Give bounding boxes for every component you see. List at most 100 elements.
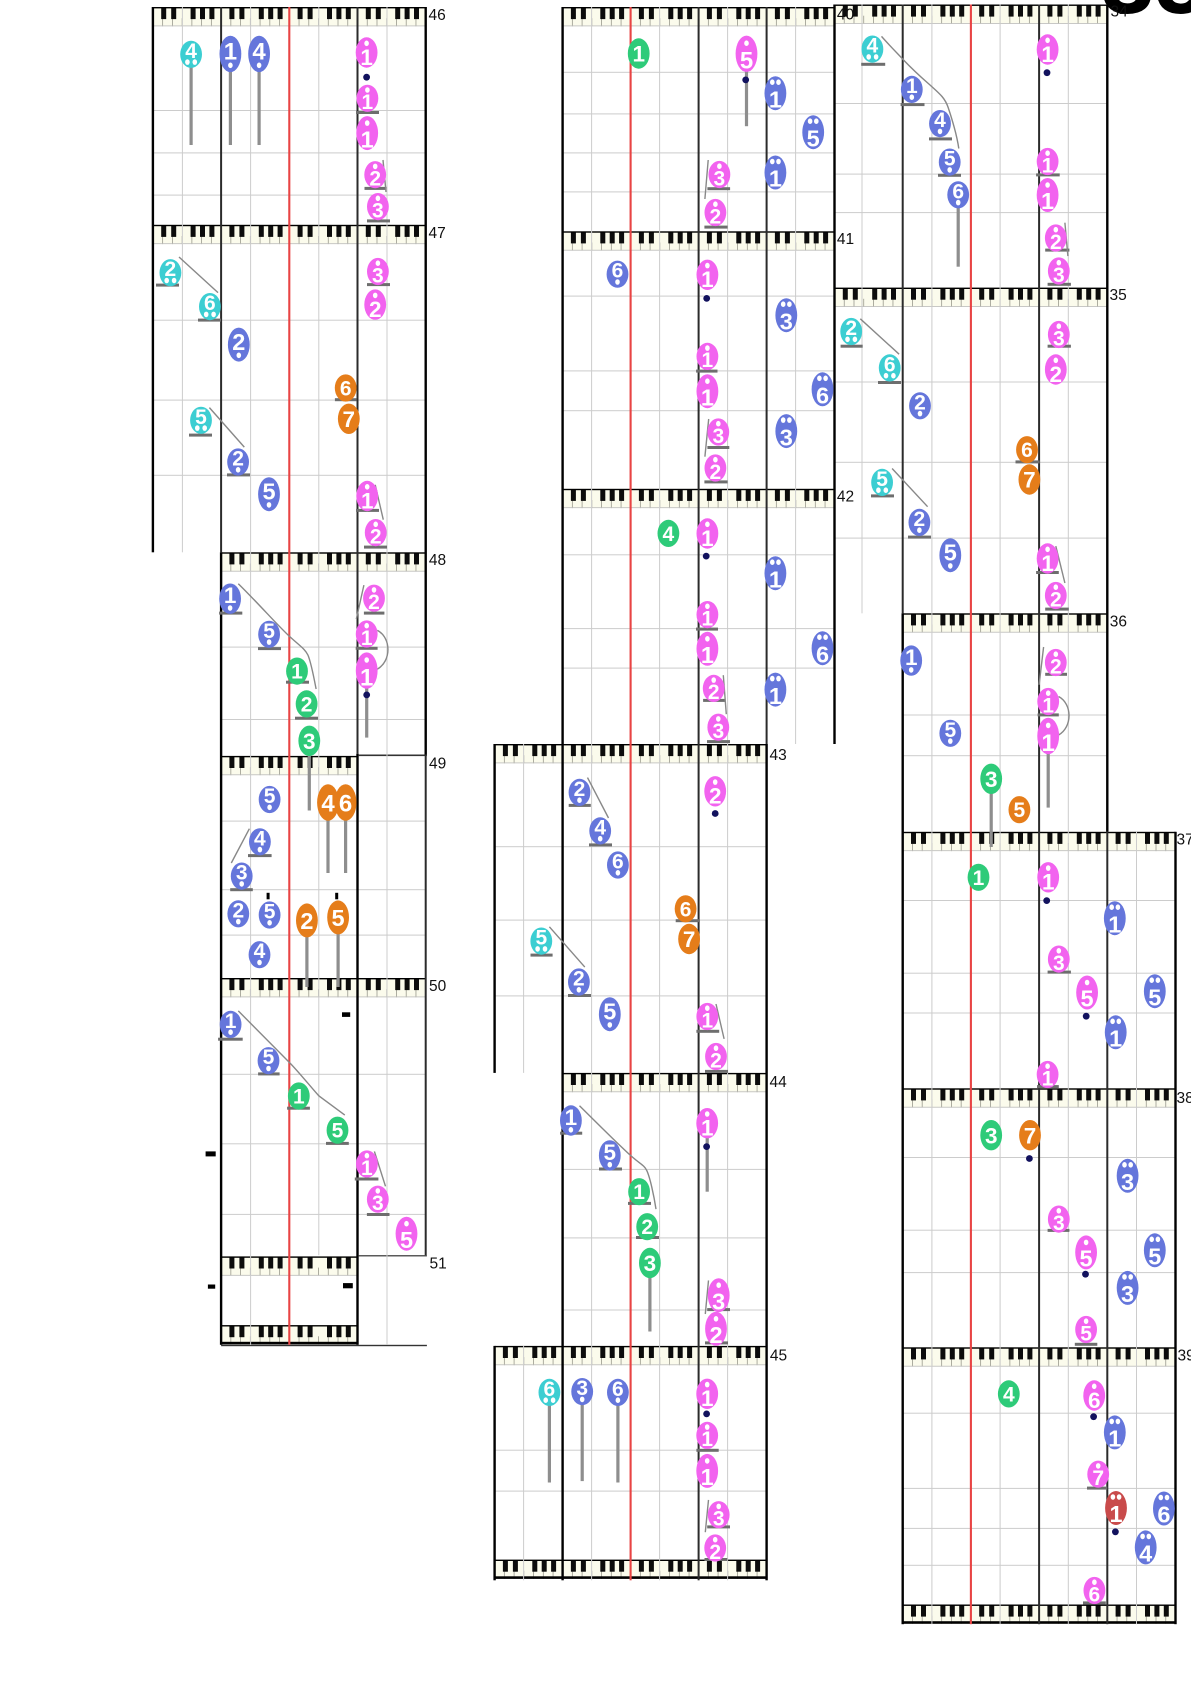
svg-text:3: 3 bbox=[372, 264, 384, 287]
svg-text:2: 2 bbox=[369, 168, 381, 191]
svg-text:45: 45 bbox=[770, 1348, 787, 1365]
svg-text:4: 4 bbox=[252, 39, 266, 66]
svg-text:2: 2 bbox=[1050, 362, 1063, 387]
svg-text:43: 43 bbox=[770, 747, 787, 764]
svg-text:3: 3 bbox=[372, 199, 384, 222]
svg-text:1: 1 bbox=[702, 349, 714, 372]
svg-text:1: 1 bbox=[293, 1086, 305, 1109]
svg-text:6: 6 bbox=[884, 353, 896, 376]
svg-text:1: 1 bbox=[769, 566, 782, 592]
svg-text:6: 6 bbox=[816, 641, 829, 667]
svg-text:2: 2 bbox=[845, 317, 857, 340]
svg-text:6: 6 bbox=[612, 1378, 624, 1401]
svg-text:5: 5 bbox=[1148, 984, 1161, 1010]
svg-text:5: 5 bbox=[876, 468, 888, 491]
svg-text:1: 1 bbox=[701, 384, 714, 410]
svg-text:5: 5 bbox=[195, 406, 207, 429]
svg-text:1: 1 bbox=[701, 1464, 714, 1490]
svg-text:3: 3 bbox=[780, 424, 793, 450]
svg-text:7: 7 bbox=[1092, 1467, 1104, 1490]
svg-text:5: 5 bbox=[263, 620, 275, 643]
svg-text:3: 3 bbox=[1053, 1212, 1065, 1235]
svg-text:1: 1 bbox=[702, 607, 714, 630]
svg-text:4: 4 bbox=[185, 40, 197, 63]
svg-text:3: 3 bbox=[1053, 952, 1065, 975]
svg-text:3: 3 bbox=[985, 767, 998, 792]
svg-text:1: 1 bbox=[1042, 730, 1055, 757]
svg-text:2: 2 bbox=[574, 778, 586, 801]
svg-text:1: 1 bbox=[769, 166, 782, 192]
svg-text:5: 5 bbox=[944, 719, 956, 742]
svg-text:1: 1 bbox=[361, 1157, 373, 1180]
svg-text:1: 1 bbox=[224, 39, 237, 66]
svg-text:48: 48 bbox=[429, 552, 446, 569]
svg-text:6: 6 bbox=[1088, 1388, 1101, 1413]
svg-text:2: 2 bbox=[232, 448, 244, 471]
svg-text:38: 38 bbox=[1177, 1090, 1191, 1107]
svg-text:4: 4 bbox=[594, 816, 606, 839]
svg-text:1: 1 bbox=[701, 267, 714, 292]
svg-text:5: 5 bbox=[604, 1140, 617, 1165]
svg-text:6: 6 bbox=[204, 292, 216, 315]
svg-text:2: 2 bbox=[165, 258, 177, 281]
svg-text:4: 4 bbox=[254, 827, 266, 850]
svg-text:2: 2 bbox=[232, 329, 245, 355]
svg-text:2: 2 bbox=[368, 591, 380, 614]
svg-text:3: 3 bbox=[236, 862, 248, 885]
svg-text:35: 35 bbox=[1101, 0, 1191, 34]
svg-text:1: 1 bbox=[701, 526, 714, 551]
svg-text:37: 37 bbox=[1177, 832, 1191, 849]
svg-text:1: 1 bbox=[224, 583, 237, 608]
svg-text:41: 41 bbox=[837, 231, 854, 248]
svg-text:5: 5 bbox=[332, 905, 345, 931]
svg-text:39: 39 bbox=[1178, 1348, 1191, 1365]
svg-text:5: 5 bbox=[603, 999, 616, 1025]
svg-text:6: 6 bbox=[952, 180, 964, 203]
svg-text:2: 2 bbox=[914, 508, 926, 531]
svg-text:5: 5 bbox=[740, 48, 753, 75]
svg-text:4: 4 bbox=[254, 940, 266, 963]
svg-text:1: 1 bbox=[361, 627, 373, 650]
svg-text:3: 3 bbox=[714, 167, 726, 190]
svg-text:5: 5 bbox=[535, 927, 547, 950]
svg-text:1: 1 bbox=[361, 126, 374, 152]
svg-text:1: 1 bbox=[291, 661, 303, 684]
svg-text:51: 51 bbox=[430, 1256, 447, 1273]
svg-text:6: 6 bbox=[339, 791, 352, 818]
svg-text:6: 6 bbox=[680, 898, 692, 921]
svg-text:5: 5 bbox=[1014, 799, 1026, 822]
svg-text:1: 1 bbox=[701, 1009, 713, 1032]
svg-text:2: 2 bbox=[301, 693, 313, 716]
svg-text:2: 2 bbox=[1050, 231, 1062, 254]
svg-text:47: 47 bbox=[429, 225, 446, 242]
svg-text:5: 5 bbox=[1081, 986, 1094, 1012]
svg-text:5: 5 bbox=[332, 1120, 344, 1143]
svg-text:1: 1 bbox=[362, 91, 374, 114]
svg-text:6: 6 bbox=[340, 378, 352, 401]
svg-text:2: 2 bbox=[1050, 588, 1062, 611]
svg-text:44: 44 bbox=[770, 1074, 788, 1091]
svg-text:1: 1 bbox=[769, 683, 782, 709]
svg-text:1: 1 bbox=[360, 45, 373, 70]
svg-text:5: 5 bbox=[1148, 1244, 1161, 1270]
svg-text:7: 7 bbox=[1024, 1123, 1037, 1148]
svg-text:5: 5 bbox=[1080, 1246, 1093, 1272]
svg-text:3: 3 bbox=[712, 720, 724, 743]
svg-text:1: 1 bbox=[701, 1116, 714, 1141]
svg-text:5: 5 bbox=[262, 479, 275, 505]
svg-text:1: 1 bbox=[973, 867, 985, 890]
svg-text:2: 2 bbox=[710, 205, 722, 228]
svg-text:3: 3 bbox=[1053, 264, 1065, 287]
svg-text:2: 2 bbox=[914, 391, 926, 414]
svg-text:5: 5 bbox=[264, 785, 276, 808]
svg-text:42: 42 bbox=[837, 489, 854, 506]
svg-text:4: 4 bbox=[1003, 1383, 1015, 1406]
svg-text:2: 2 bbox=[370, 525, 382, 548]
svg-text:6: 6 bbox=[612, 851, 624, 874]
svg-text:1: 1 bbox=[1109, 1026, 1122, 1052]
svg-text:2: 2 bbox=[709, 1541, 721, 1564]
svg-text:1: 1 bbox=[225, 1010, 237, 1033]
svg-text:1: 1 bbox=[906, 75, 918, 98]
svg-text:2: 2 bbox=[709, 1322, 722, 1348]
svg-text:7: 7 bbox=[343, 407, 356, 432]
